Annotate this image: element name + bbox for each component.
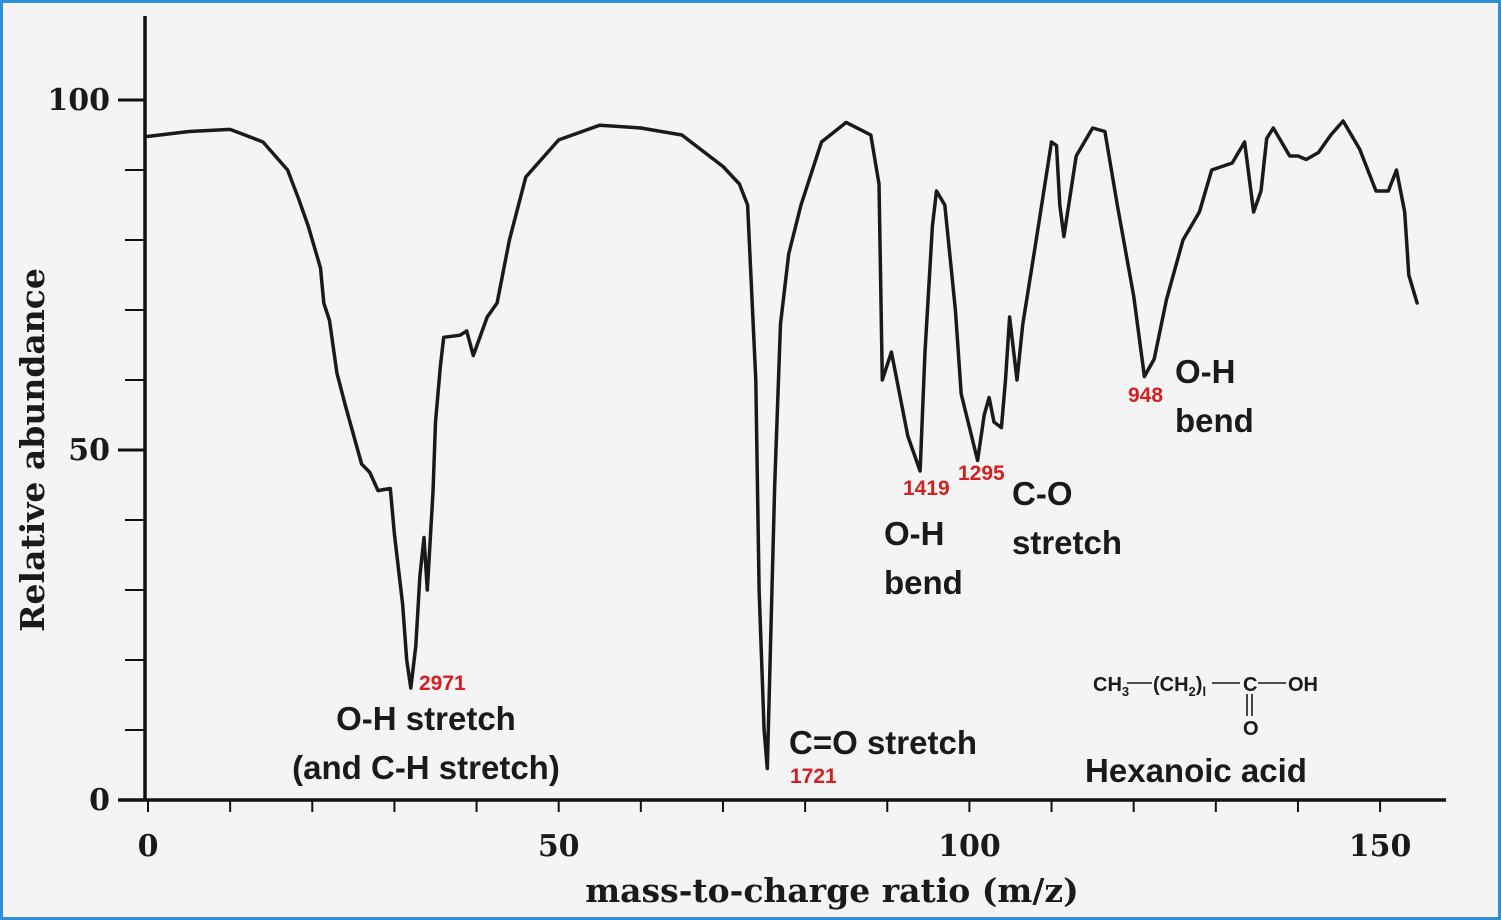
peak-label-948: 948	[1128, 384, 1163, 407]
y-axis-title: Relative abundance	[13, 268, 52, 632]
y-tick-label: 100	[47, 83, 110, 118]
formula-oxygen: O	[1243, 718, 1259, 740]
annotation-co-stretch-line1: C-O	[1012, 475, 1073, 512]
formula-carbon: C	[1243, 674, 1257, 696]
y-tick-label: 0	[89, 783, 110, 818]
formula-ch2-group: (CH2)l	[1153, 674, 1206, 699]
annotation-co-double-stretch: C=O stretch	[789, 724, 977, 761]
annotation-co-stretch-line2: stretch	[1012, 524, 1122, 561]
annotation-oh-stretch-line2: (and C-H stretch)	[292, 749, 560, 786]
series-line	[146, 119, 1419, 771]
x-tick-label: 50	[538, 829, 580, 864]
annotation-oh-bend-2-line2: bend	[1175, 402, 1254, 439]
y-axis-ticks	[118, 98, 145, 802]
structural-formula: CH3 (CH2)l C OH O Hexanoic acid	[1085, 674, 1318, 789]
peak-label-1295: 1295	[958, 462, 1005, 485]
x-tick-label: 100	[938, 829, 1001, 864]
annotation-oh-bend-1-line2: bend	[884, 564, 963, 601]
x-tick-label: 0	[138, 829, 159, 864]
formula-oh: OH	[1288, 674, 1318, 696]
peak-label-1419: 1419	[903, 477, 950, 500]
x-axis-ticks	[147, 800, 1382, 812]
x-tick-label: 150	[1349, 829, 1412, 864]
formula-ch3: CH3	[1093, 674, 1129, 699]
annotation-oh-stretch-line1: O-H stretch	[336, 700, 516, 737]
peak-label-2971: 2971	[419, 672, 466, 695]
x-tick-labels: 0 50 100 150	[138, 829, 1412, 864]
x-axis-title: mass-to-charge ratio (m/z)	[585, 871, 1079, 910]
annotation-oh-bend-1-line1: O-H	[884, 515, 945, 552]
y-tick-label: 50	[68, 433, 110, 468]
annotation-oh-bend-2-line1: O-H	[1175, 353, 1236, 390]
compound-name: Hexanoic acid	[1085, 752, 1307, 789]
peak-label-1721: 1721	[790, 765, 837, 788]
y-tick-labels: 0 50 100	[47, 83, 110, 818]
